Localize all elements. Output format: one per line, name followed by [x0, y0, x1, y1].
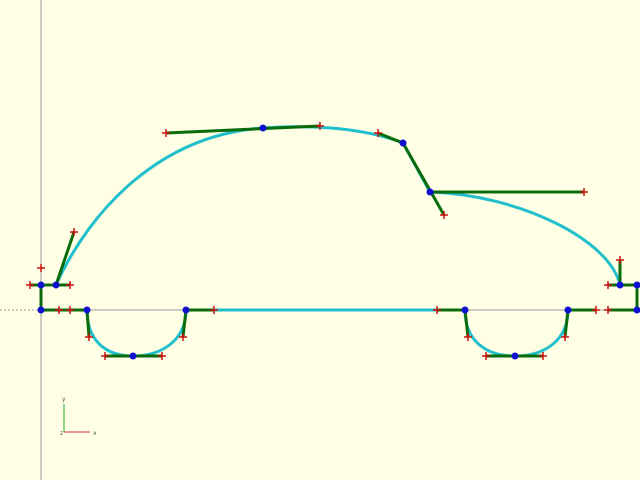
- handle-marker[interactable]: [464, 333, 472, 341]
- handle-marker[interactable]: [179, 333, 187, 341]
- handle-marker[interactable]: [539, 352, 547, 360]
- handle-marker[interactable]: [561, 333, 569, 341]
- control-point[interactable]: [633, 306, 640, 314]
- gizmo-z-label: z: [60, 430, 63, 437]
- handle-marker[interactable]: [37, 264, 45, 272]
- control-point[interactable]: [633, 281, 640, 289]
- handle-marker[interactable]: [101, 352, 109, 360]
- handle-marker[interactable]: [85, 333, 93, 341]
- handle-marker[interactable]: [316, 122, 324, 130]
- handle-marker[interactable]: [616, 256, 624, 264]
- handle-marker[interactable]: [592, 306, 600, 314]
- pillar-handle[interactable]: [401, 142, 446, 216]
- control-point[interactable]: [399, 139, 407, 147]
- roof-handle[interactable]: [165, 124, 321, 135]
- control-point[interactable]: [182, 306, 190, 314]
- handle-marker[interactable]: [482, 352, 490, 360]
- handle-marker[interactable]: [580, 188, 588, 196]
- handle-marker[interactable]: [604, 306, 612, 314]
- handle-marker[interactable]: [604, 281, 612, 289]
- trunk-curve[interactable]: [429, 190, 622, 286]
- handle-marker[interactable]: [162, 129, 170, 137]
- control-point[interactable]: [52, 281, 60, 289]
- gizmo-y-label: y: [62, 396, 66, 403]
- handle-marker[interactable]: [66, 281, 74, 289]
- handle-marker[interactable]: [158, 352, 166, 360]
- control-point[interactable]: [616, 281, 624, 289]
- hood-curve[interactable]: [54, 126, 264, 286]
- handle-marker[interactable]: [374, 129, 382, 137]
- control-point[interactable]: [37, 281, 45, 289]
- control-point[interactable]: [37, 306, 45, 314]
- control-point[interactable]: [259, 124, 267, 132]
- handle-marker[interactable]: [55, 306, 63, 314]
- control-point[interactable]: [83, 306, 91, 314]
- control-point[interactable]: [129, 352, 137, 360]
- handle-markers: [26, 122, 624, 360]
- gizmo-x-label: x: [93, 430, 97, 437]
- rear-wheel-handle-left[interactable]: [463, 309, 470, 338]
- handle-marker[interactable]: [66, 306, 74, 314]
- front-wheel-handle-right[interactable]: [181, 309, 188, 338]
- axis-gizmo-icon: x y z: [60, 396, 97, 437]
- front-wheel-handle-left[interactable]: [85, 309, 91, 338]
- control-point[interactable]: [511, 352, 519, 360]
- handle-marker[interactable]: [70, 228, 78, 236]
- tangent-handles: [30, 124, 640, 358]
- control-point[interactable]: [461, 306, 469, 314]
- control-point[interactable]: [426, 188, 434, 196]
- handle-marker[interactable]: [210, 306, 218, 314]
- handle-marker[interactable]: [433, 306, 441, 314]
- handle-marker[interactable]: [440, 211, 448, 219]
- pillar-handle-top[interactable]: [377, 131, 404, 145]
- handle-marker[interactable]: [26, 281, 34, 289]
- control-point[interactable]: [564, 306, 572, 314]
- hood-handle[interactable]: [54, 231, 76, 286]
- rear-wheel-handle-right[interactable]: [563, 309, 570, 338]
- control-points: [37, 124, 640, 360]
